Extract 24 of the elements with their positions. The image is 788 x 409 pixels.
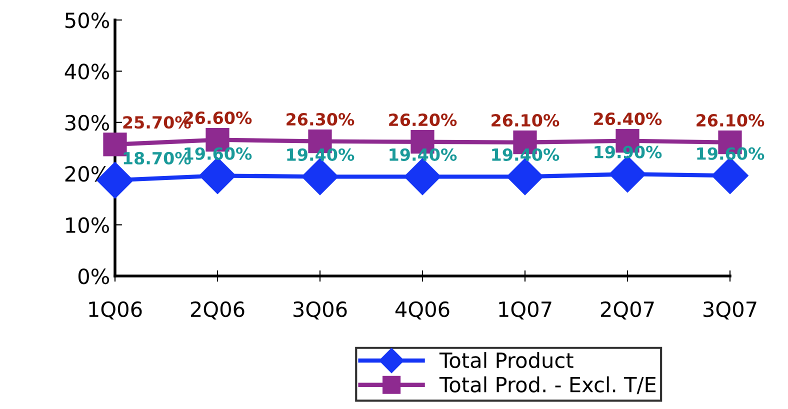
x-tick-label: 2Q07	[600, 301, 654, 320]
x-tick-label: 1Q07	[499, 301, 552, 320]
y-tick-label: 40%	[64, 64, 109, 80]
x-tick-label: 4Q06	[395, 301, 450, 320]
x-tick-label: 3Q06	[294, 301, 347, 320]
x-tick-label: 1Q06	[89, 301, 142, 320]
text: 26.40%	[594, 112, 662, 126]
text: 19.40%	[492, 148, 560, 161]
text: 26.30%	[286, 113, 354, 126]
y-tick-label: 30%	[65, 114, 109, 131]
text: 19.40%	[287, 148, 354, 161]
y-tick-label: 0%	[78, 268, 109, 284]
y-tick-label: 10%	[66, 217, 109, 234]
text: 19.90%	[594, 146, 662, 158]
text: 19.40%	[390, 148, 457, 161]
text: 26.10%	[696, 114, 764, 127]
x-tick-label: 3Q07	[704, 301, 756, 320]
text: 26.10%	[492, 114, 560, 127]
x-tick-label: 2Q06	[190, 301, 244, 320]
y-tick-label: 50%	[65, 12, 109, 28]
text: 19.60%	[697, 147, 764, 160]
legend-label: Total Prod. - Excl. T/E	[439, 376, 656, 394]
text: 26.20%	[389, 114, 457, 126]
legend-label: Total Product	[439, 352, 574, 368]
